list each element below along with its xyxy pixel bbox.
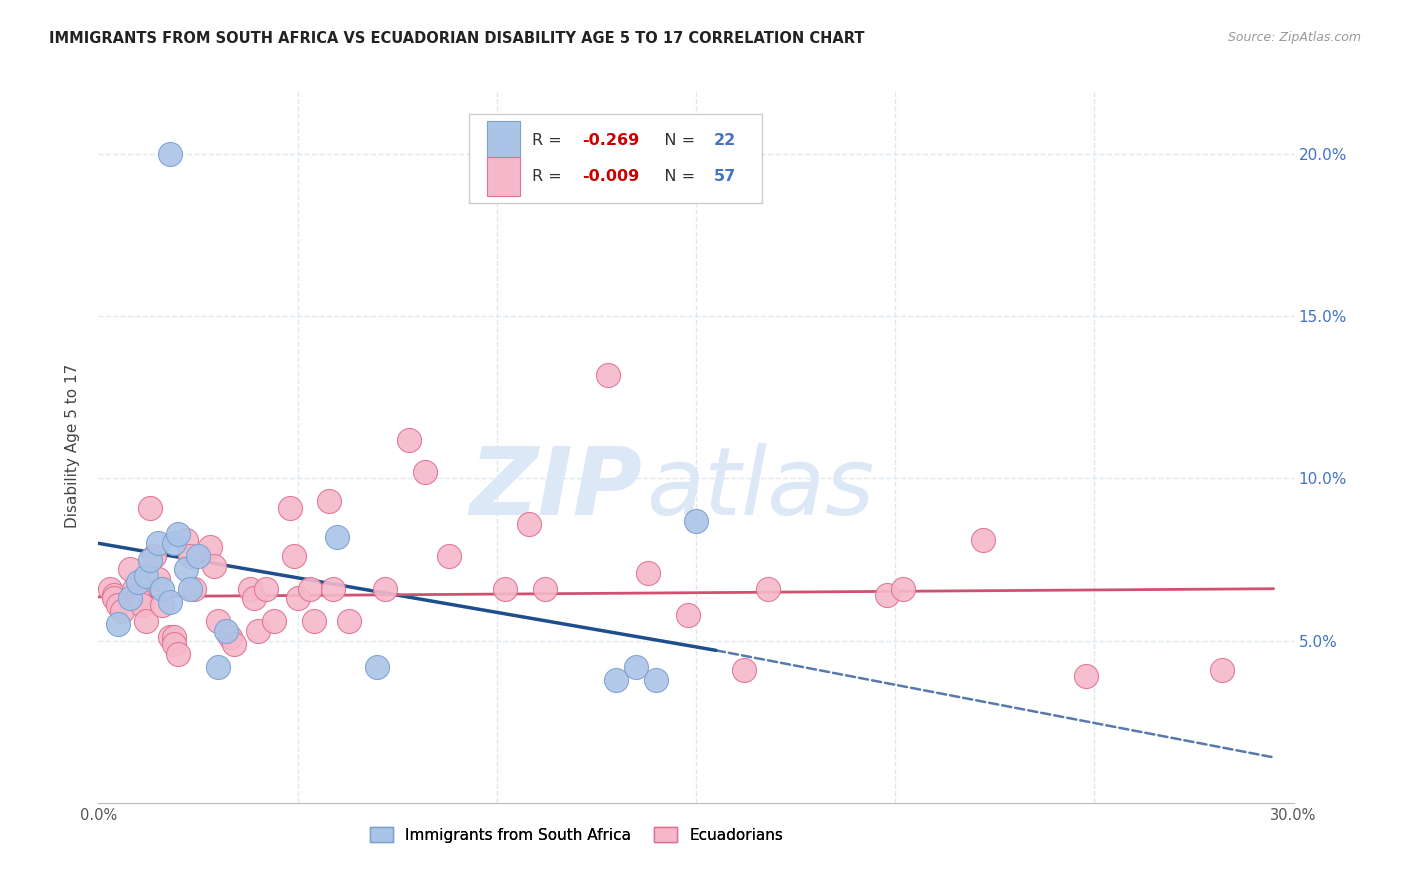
Text: -0.009: -0.009 <box>582 169 640 185</box>
Point <box>183 582 205 596</box>
Point <box>243 591 266 606</box>
Point <box>120 591 142 606</box>
Point <box>179 582 201 596</box>
Point <box>1076 669 1098 683</box>
Point <box>318 494 340 508</box>
Point <box>374 582 396 596</box>
Legend: Immigrants from South Africa, Ecuadorians: Immigrants from South Africa, Ecuadorian… <box>364 821 789 848</box>
Text: -0.269: -0.269 <box>582 133 640 148</box>
FancyBboxPatch shape <box>486 121 520 161</box>
Point <box>413 465 436 479</box>
Text: IMMIGRANTS FROM SOUTH AFRICA VS ECUADORIAN DISABILITY AGE 5 TO 17 CORRELATION CH: IMMIGRANTS FROM SOUTH AFRICA VS ECUADORI… <box>49 31 865 46</box>
Text: ZIP: ZIP <box>470 442 643 535</box>
Point <box>174 562 197 576</box>
Point <box>159 147 181 161</box>
Point <box>167 526 190 541</box>
Point <box>135 614 157 628</box>
Text: N =: N = <box>650 133 700 148</box>
Point <box>198 540 221 554</box>
Point <box>685 514 707 528</box>
Point <box>148 536 170 550</box>
Point <box>167 647 190 661</box>
Point <box>756 582 779 596</box>
Point <box>174 533 197 547</box>
Point <box>124 582 146 596</box>
FancyBboxPatch shape <box>486 157 520 196</box>
Point <box>103 591 125 606</box>
Point <box>103 588 125 602</box>
Point <box>876 588 898 602</box>
Point <box>626 659 648 673</box>
Text: R =: R = <box>533 133 567 148</box>
Point <box>163 536 186 550</box>
FancyBboxPatch shape <box>470 114 762 203</box>
Point <box>598 368 620 382</box>
Point <box>202 559 225 574</box>
Text: 57: 57 <box>714 169 737 185</box>
Point <box>972 533 994 547</box>
Point <box>127 591 149 606</box>
Point <box>120 562 142 576</box>
Point <box>163 631 186 645</box>
Point <box>159 595 181 609</box>
Point <box>254 582 277 596</box>
Text: atlas: atlas <box>645 443 875 534</box>
Point <box>143 549 166 564</box>
Point <box>366 659 388 673</box>
Text: Source: ZipAtlas.com: Source: ZipAtlas.com <box>1227 31 1361 45</box>
Point <box>150 582 173 596</box>
Point <box>239 582 262 596</box>
Point <box>107 598 129 612</box>
Point <box>398 433 420 447</box>
Point <box>891 582 914 596</box>
Point <box>207 659 229 673</box>
Point <box>437 549 460 564</box>
Point <box>139 552 162 566</box>
Point <box>135 568 157 582</box>
Point <box>163 637 186 651</box>
Y-axis label: Disability Age 5 to 17: Disability Age 5 to 17 <box>65 364 80 528</box>
Point <box>179 549 201 564</box>
Point <box>107 617 129 632</box>
Point <box>283 549 305 564</box>
Text: R =: R = <box>533 169 567 185</box>
Point <box>222 637 245 651</box>
Text: N =: N = <box>650 169 700 185</box>
Point <box>150 598 173 612</box>
Point <box>159 631 181 645</box>
Text: 22: 22 <box>714 133 737 148</box>
Point <box>263 614 285 628</box>
Point <box>676 607 699 622</box>
Point <box>339 614 361 628</box>
Point <box>517 516 540 531</box>
Point <box>127 588 149 602</box>
Point <box>533 582 555 596</box>
Point <box>298 582 321 596</box>
Point <box>322 582 344 596</box>
Point <box>207 614 229 628</box>
Point <box>733 663 755 677</box>
Point <box>1211 663 1233 677</box>
Point <box>302 614 325 628</box>
Point <box>215 624 238 638</box>
Point <box>98 582 122 596</box>
Point <box>326 530 349 544</box>
Point <box>187 549 209 564</box>
Point <box>287 591 309 606</box>
Point <box>637 566 659 580</box>
Point <box>111 604 134 618</box>
Point <box>278 500 301 515</box>
Point <box>139 500 162 515</box>
Point <box>127 575 149 590</box>
Point <box>219 631 242 645</box>
Point <box>148 572 170 586</box>
Point <box>246 624 269 638</box>
Point <box>645 673 668 687</box>
Point <box>494 582 516 596</box>
Point <box>605 673 627 687</box>
Point <box>131 598 153 612</box>
